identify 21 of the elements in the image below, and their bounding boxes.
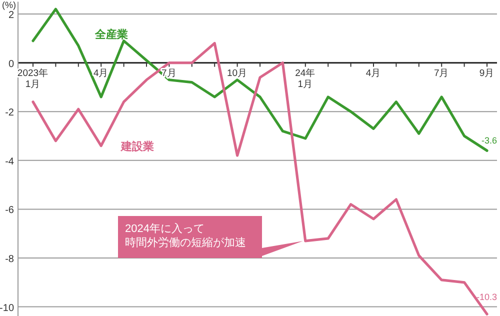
x-tick-label: 4月: [93, 68, 109, 79]
x-tick-label: 9月: [479, 68, 495, 79]
x-tick-label: 24年 1月: [295, 66, 316, 90]
data-label: -10.3: [476, 292, 497, 302]
y-tick-label: -2: [5, 108, 14, 119]
data-label: -3.6: [481, 136, 497, 146]
y-tick-label: 2: [8, 10, 14, 21]
y-tick-label: -4: [5, 156, 14, 168]
annotation: 2024年に入って: [125, 222, 204, 235]
series-label: 建設業: [120, 140, 154, 153]
y-tick-label: -8: [5, 254, 14, 265]
y-tick-label: 0: [8, 58, 14, 70]
annotation: 時間外労働の短縮が加速: [125, 236, 246, 249]
x-tick-label: 10月: [227, 68, 248, 79]
x-tick-label: 7月: [434, 68, 450, 79]
y-axis-title: (%): [2, 0, 16, 10]
x-tick-label: 4月: [366, 68, 382, 79]
y-tick-label: -10: [0, 302, 14, 314]
series-label: 全産業: [94, 28, 128, 41]
y-tick-label: -6: [5, 205, 14, 216]
x-tick-label: 2023年 1月: [17, 66, 49, 90]
